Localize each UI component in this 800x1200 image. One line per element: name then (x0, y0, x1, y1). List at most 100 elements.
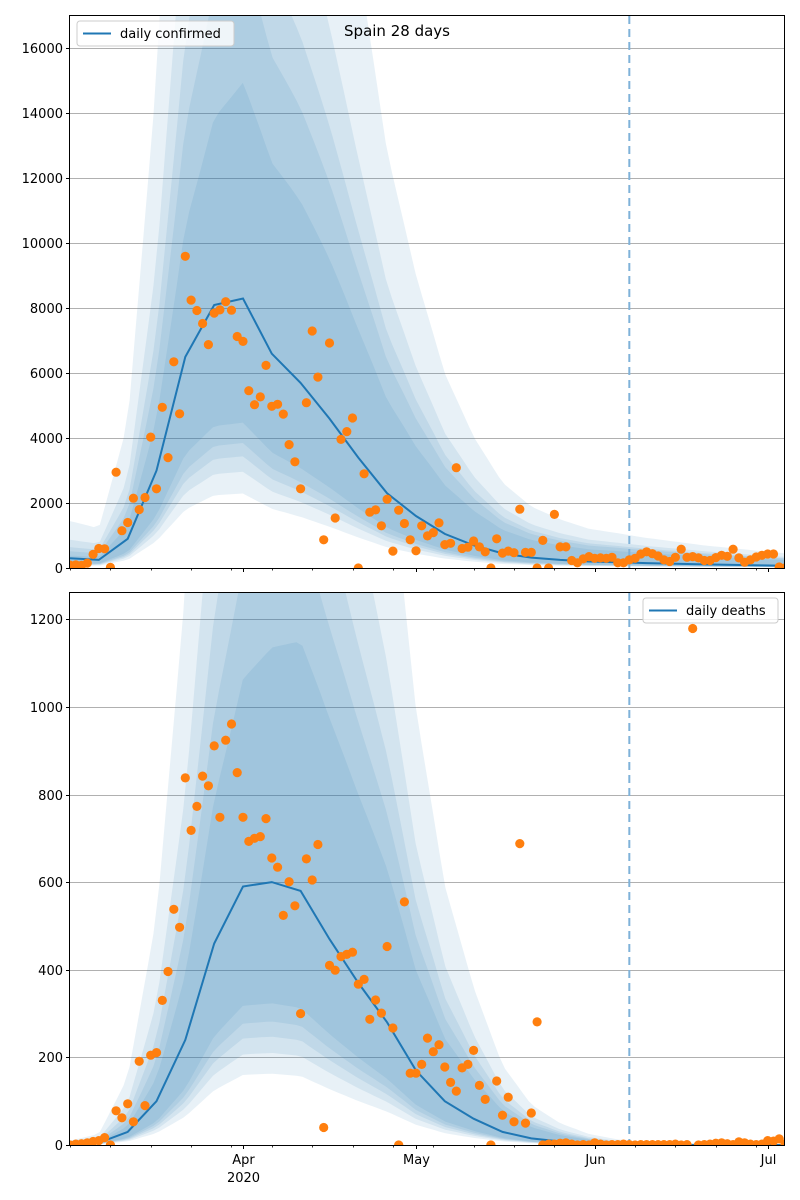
confirmed-observed-point (405, 535, 415, 545)
deaths-observed-point (469, 1045, 479, 1055)
confirmed-y-tick-label: 2000 (30, 497, 63, 512)
deaths-observed-point (232, 768, 242, 778)
confirmed-plot-area (70, 16, 785, 568)
confirmed-observed-point (353, 563, 363, 568)
confirmed-observed-point (676, 544, 686, 554)
confirmed-observed-point (607, 552, 617, 562)
confirmed-observed-point (221, 297, 231, 307)
confirmed-observed-point (399, 518, 409, 529)
chart-confirmed: 0 2000 4000 6000 8000 10000 12000 14000 16000 Sp… (22, 15, 785, 577)
confirmed-bands (70, 16, 785, 568)
deaths-y-tick-label: 400 (38, 964, 63, 979)
deaths-legend-label: daily deaths (686, 604, 766, 619)
deaths-observed-point (100, 1133, 110, 1143)
confirmed-observed-point (82, 558, 92, 568)
deaths-observed-point (186, 825, 196, 836)
deaths-observed-point (382, 941, 392, 952)
deaths-observed-point (123, 1099, 133, 1109)
deaths-observed-point (221, 735, 231, 745)
confirmed-observed-point (163, 453, 173, 463)
confirmed-observed-point (544, 563, 554, 568)
deaths-observed-point (151, 1048, 162, 1058)
confirmed-observed-point (123, 517, 133, 528)
deaths-observed-point (169, 904, 179, 914)
deaths-legend: daily deaths (642, 597, 779, 624)
confirmed-observed-point (175, 409, 185, 419)
deaths-observed-point (290, 901, 300, 911)
deaths-observed-point (520, 1118, 531, 1128)
deaths-y-tick-label: 200 (38, 1051, 63, 1066)
confirmed-observed-point (371, 505, 381, 515)
confirmed-legend: daily confirmed (76, 20, 235, 47)
confirmed-y-ticks: 0 2000 4000 6000 8000 10000 12000 14000 16000 (22, 42, 70, 577)
confirmed-observed-point (255, 392, 265, 402)
deaths-x-tick-label: Jun (584, 1153, 605, 1168)
confirmed-observed-point (509, 548, 519, 558)
deaths-observed-point (682, 1140, 692, 1145)
deaths-observed-point (359, 974, 369, 985)
deaths-observed-point (226, 719, 237, 729)
deaths-observed-point (163, 966, 173, 977)
confirmed-observed-point (347, 413, 358, 423)
confirmed-x-ticks (70, 568, 769, 572)
confirmed-observed-point (486, 563, 496, 568)
confirmed-observed-point (319, 535, 329, 545)
confirmed-band-40pct (70, 16, 785, 567)
deaths-axes-frame (69, 592, 785, 1146)
confirmed-observed-point (417, 521, 427, 531)
deaths-observed-point (105, 1140, 115, 1145)
deaths-observed-point (198, 771, 208, 781)
deaths-observed-point (111, 1106, 121, 1116)
confirmed-observed-point (670, 552, 681, 562)
deaths-observed-point (284, 877, 294, 887)
confirmed-observed-point (128, 493, 138, 503)
confirmed-y-tick-label: 6000 (30, 367, 63, 382)
confirmed-legend-label: daily confirmed (120, 27, 221, 42)
deaths-observed-point (307, 875, 317, 885)
confirmed-legend-box (76, 20, 235, 47)
confirmed-observed-point (244, 386, 254, 396)
deaths-observed-point (474, 1080, 484, 1090)
confirmed-observed-point (411, 546, 421, 556)
confirmed-observed-point (324, 338, 335, 348)
deaths-observed-point (296, 1009, 306, 1019)
deaths-observed-point (273, 862, 283, 872)
deaths-observed-point (434, 1040, 444, 1050)
deaths-y-tick-label: 800 (38, 789, 63, 804)
chart-deaths: 0 200 400 600 800 1000 1200 Apr 2020 May Jun Jul d… (30, 592, 785, 1186)
confirmed-observed-point (284, 440, 294, 450)
confirmed-observed-point (134, 505, 144, 515)
deaths-x-ticks: Apr 2020 May Jun Jul (70, 1145, 776, 1186)
confirmed-observed-point (561, 542, 571, 552)
deaths-observed-point (175, 922, 185, 932)
deaths-y-ticks: 0 200 400 600 800 1000 1200 (30, 613, 70, 1154)
deaths-observed-point (780, 1139, 785, 1145)
deaths-observed-point (261, 814, 271, 824)
confirmed-observed-point (538, 535, 548, 546)
deaths-legend-box (642, 597, 779, 624)
confirmed-observed-point (388, 546, 398, 556)
confirmed-observed-point (146, 432, 156, 442)
deaths-bands (70, 593, 785, 1145)
confirmed-observed-point (376, 521, 386, 531)
confirmed-observed-point (198, 318, 208, 329)
confirmed-observed-point (157, 402, 167, 412)
deaths-observed-point (117, 1113, 127, 1123)
deaths-observed-point (319, 1122, 329, 1133)
deaths-observed-point (463, 1059, 473, 1069)
confirmed-observed-point (336, 434, 346, 444)
confirmed-y-tick-label: 8000 (30, 302, 63, 317)
deaths-band-95pct (70, 593, 785, 1145)
confirmed-observed-point (313, 372, 323, 382)
deaths-observed-point (128, 1117, 138, 1127)
deaths-observed-point (503, 1092, 513, 1102)
confirmed-observed-point (180, 251, 190, 261)
confirmed-observed-point (117, 526, 127, 536)
confirmed-observed-point (88, 549, 98, 560)
deaths-observed-point (532, 1017, 542, 1027)
deaths-observed-point (486, 1140, 496, 1145)
deaths-x-tick-sublabel: 2020 (227, 1171, 260, 1186)
deaths-observed-point (365, 1014, 375, 1024)
confirmed-observed-point (140, 492, 150, 503)
